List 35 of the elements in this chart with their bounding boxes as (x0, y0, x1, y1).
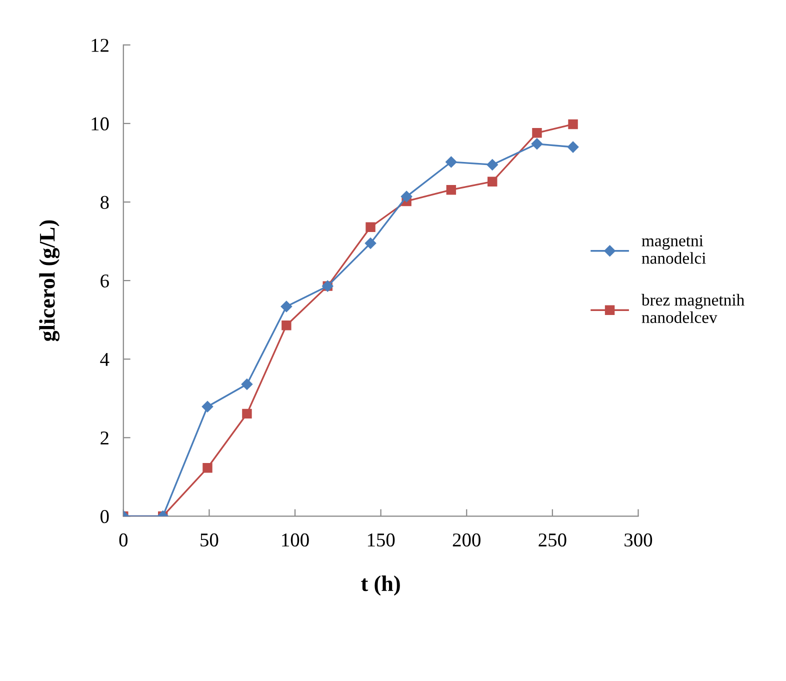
point (202, 401, 214, 412)
legend-label: magnetni nanodelci (642, 235, 706, 264)
point (567, 141, 579, 153)
point (568, 119, 578, 130)
point (242, 408, 252, 419)
point (446, 184, 456, 195)
y-tick-label: 0 (100, 510, 109, 524)
point (532, 128, 542, 138)
y-tick-label: 6 (100, 274, 109, 288)
y-axis-title: glicerol (g/L) (39, 220, 60, 342)
x-tick-label: 50 (200, 533, 218, 547)
x-tick-label: 100 (282, 533, 309, 547)
legend-label: brez magnetnih nanodelcev (641, 294, 744, 324)
x-tick-label: 0 (119, 533, 128, 547)
y-tick-label: 10 (92, 117, 109, 130)
point (446, 156, 457, 168)
point (364, 238, 376, 249)
x-axis-title: t (h) (361, 576, 400, 596)
x-tick-label: 200 (452, 533, 480, 547)
point (280, 300, 292, 312)
y-tick-label: 8 (100, 196, 109, 209)
point (486, 159, 498, 170)
y-tick-label: 12 (92, 38, 108, 52)
point (202, 463, 212, 473)
x-tick-label: 250 (538, 533, 566, 547)
y-tick-label: 2 (100, 432, 108, 444)
point (282, 320, 292, 330)
x-tick-label: 150 (368, 533, 395, 547)
point (531, 138, 543, 150)
point (400, 190, 412, 202)
x-tick-label: 300 (624, 533, 652, 547)
point (241, 378, 253, 390)
y-tick-label: 4 (100, 353, 110, 366)
point (366, 222, 376, 232)
point (488, 176, 498, 186)
